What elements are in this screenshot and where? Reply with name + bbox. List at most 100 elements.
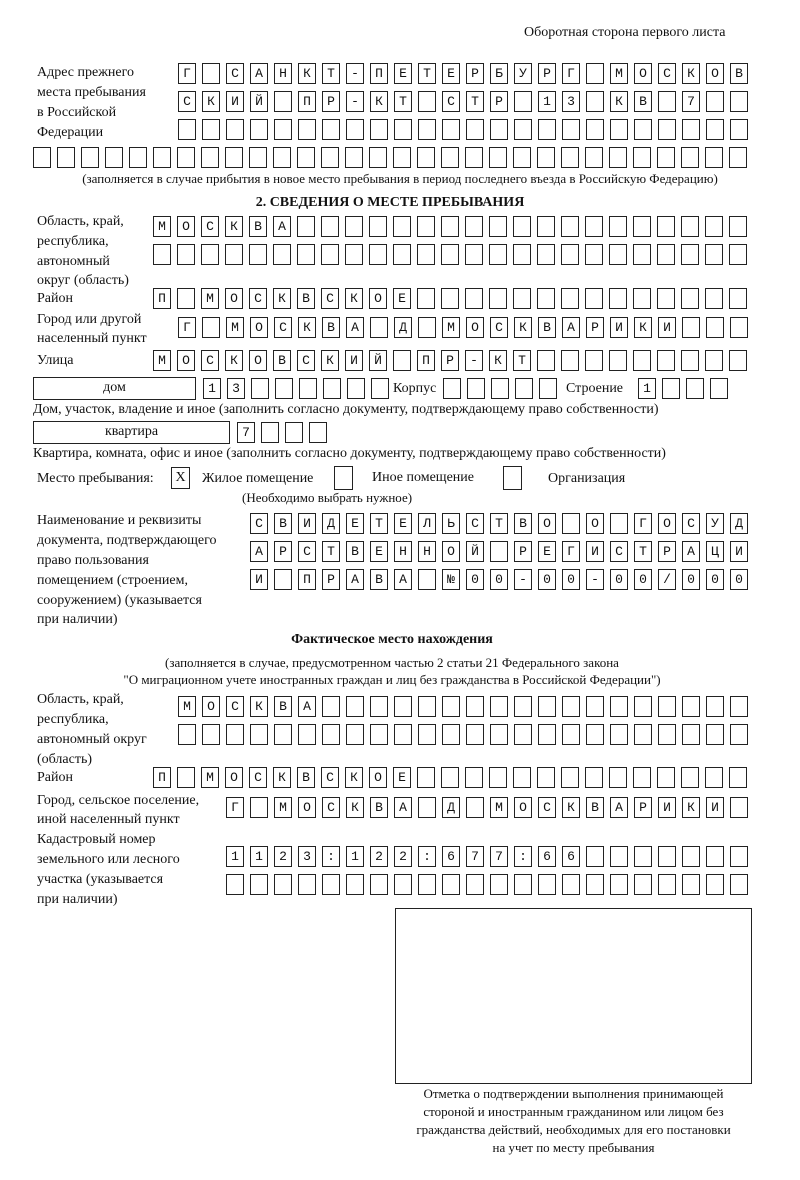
- char-box[interactable]: [226, 317, 244, 338]
- char-box[interactable]: [610, 541, 628, 562]
- char-box[interactable]: [370, 541, 388, 562]
- char-box[interactable]: [321, 147, 339, 168]
- char-box[interactable]: [322, 91, 340, 112]
- char-box[interactable]: [298, 874, 316, 895]
- char-box[interactable]: [585, 147, 603, 168]
- char-box[interactable]: [442, 119, 460, 140]
- char-box[interactable]: [585, 244, 603, 265]
- char-box[interactable]: [537, 767, 555, 788]
- char-box[interactable]: [633, 288, 651, 309]
- char-box[interactable]: [418, 317, 436, 338]
- char-box[interactable]: [249, 147, 267, 168]
- char-box[interactable]: [634, 63, 652, 84]
- char-box[interactable]: [537, 350, 555, 371]
- char-box[interactable]: [153, 350, 171, 371]
- char-box[interactable]: [682, 797, 700, 818]
- char-box[interactable]: [153, 288, 171, 309]
- char-box[interactable]: [658, 696, 676, 717]
- char-box[interactable]: [513, 288, 531, 309]
- char-box[interactable]: [370, 119, 388, 140]
- char-box[interactable]: [537, 147, 555, 168]
- char-box[interactable]: [706, 797, 724, 818]
- char-box[interactable]: [298, 724, 316, 745]
- char-box[interactable]: [297, 767, 315, 788]
- char-box[interactable]: [345, 767, 363, 788]
- char-box[interactable]: [657, 288, 675, 309]
- char-box[interactable]: [610, 696, 628, 717]
- char-box[interactable]: [226, 797, 244, 818]
- char-box[interactable]: [586, 317, 604, 338]
- char-box[interactable]: [610, 63, 628, 84]
- char-box[interactable]: [730, 874, 748, 895]
- char-box[interactable]: [609, 216, 627, 237]
- char-box[interactable]: [273, 244, 291, 265]
- char-box[interactable]: [417, 216, 435, 237]
- char-box[interactable]: [345, 216, 363, 237]
- char-box[interactable]: [682, 874, 700, 895]
- char-box[interactable]: [297, 147, 315, 168]
- char-box[interactable]: [705, 288, 723, 309]
- char-box[interactable]: [489, 147, 507, 168]
- char-box[interactable]: [202, 724, 220, 745]
- char-box[interactable]: [393, 244, 411, 265]
- char-box[interactable]: [585, 767, 603, 788]
- char-box[interactable]: [201, 147, 219, 168]
- char-box[interactable]: [562, 91, 580, 112]
- char-box[interactable]: [706, 63, 724, 84]
- char-box[interactable]: [538, 91, 556, 112]
- char-box[interactable]: [562, 569, 580, 590]
- char-box[interactable]: [226, 119, 244, 140]
- char-box[interactable]: [178, 724, 196, 745]
- char-box[interactable]: [658, 91, 676, 112]
- char-box[interactable]: [441, 147, 459, 168]
- char-box[interactable]: [610, 569, 628, 590]
- char-box[interactable]: [370, 91, 388, 112]
- char-box[interactable]: [538, 63, 556, 84]
- actual-district-row-text[interactable]: П МОСКВСКОЕ: [158, 770, 759, 785]
- char-box[interactable]: [274, 63, 292, 84]
- char-box[interactable]: [609, 767, 627, 788]
- char-box[interactable]: [226, 874, 244, 895]
- char-box[interactable]: [730, 797, 748, 818]
- korpus-row-text[interactable]: [448, 378, 568, 399]
- char-box[interactable]: [730, 119, 748, 140]
- char-box[interactable]: [490, 119, 508, 140]
- char-box[interactable]: [538, 119, 556, 140]
- house-type-field[interactable]: дом: [33, 377, 196, 400]
- char-box[interactable]: [323, 378, 341, 399]
- char-box[interactable]: [371, 378, 389, 399]
- char-box[interactable]: [322, 513, 340, 534]
- char-box[interactable]: [562, 119, 580, 140]
- char-box[interactable]: [466, 63, 484, 84]
- char-box[interactable]: [465, 147, 483, 168]
- document-row-text[interactable]: АРСТВЕННОЙ РЕГИСТРАЦИ: [255, 544, 760, 559]
- char-box[interactable]: [706, 317, 724, 338]
- prev-address-row-text[interactable]: [38, 147, 758, 168]
- char-box[interactable]: [538, 846, 556, 867]
- char-box[interactable]: [634, 724, 652, 745]
- char-box[interactable]: [274, 513, 292, 534]
- char-box[interactable]: [586, 696, 604, 717]
- char-box[interactable]: [610, 317, 628, 338]
- char-box[interactable]: [202, 119, 220, 140]
- char-box[interactable]: [225, 350, 243, 371]
- char-box[interactable]: [634, 91, 652, 112]
- char-box[interactable]: [706, 513, 724, 534]
- char-box[interactable]: [394, 846, 412, 867]
- char-box[interactable]: [418, 91, 436, 112]
- char-box[interactable]: [369, 767, 387, 788]
- char-box[interactable]: [153, 147, 171, 168]
- char-box[interactable]: [466, 569, 484, 590]
- char-box[interactable]: [634, 846, 652, 867]
- char-box[interactable]: [490, 63, 508, 84]
- char-box[interactable]: [705, 244, 723, 265]
- char-box[interactable]: [346, 119, 364, 140]
- char-box[interactable]: [418, 797, 436, 818]
- char-box[interactable]: [273, 350, 291, 371]
- char-box[interactable]: [586, 63, 604, 84]
- char-box[interactable]: [706, 91, 724, 112]
- char-box[interactable]: [177, 147, 195, 168]
- char-box[interactable]: [225, 147, 243, 168]
- char-box[interactable]: [369, 244, 387, 265]
- prev-address-row-text[interactable]: [183, 119, 759, 140]
